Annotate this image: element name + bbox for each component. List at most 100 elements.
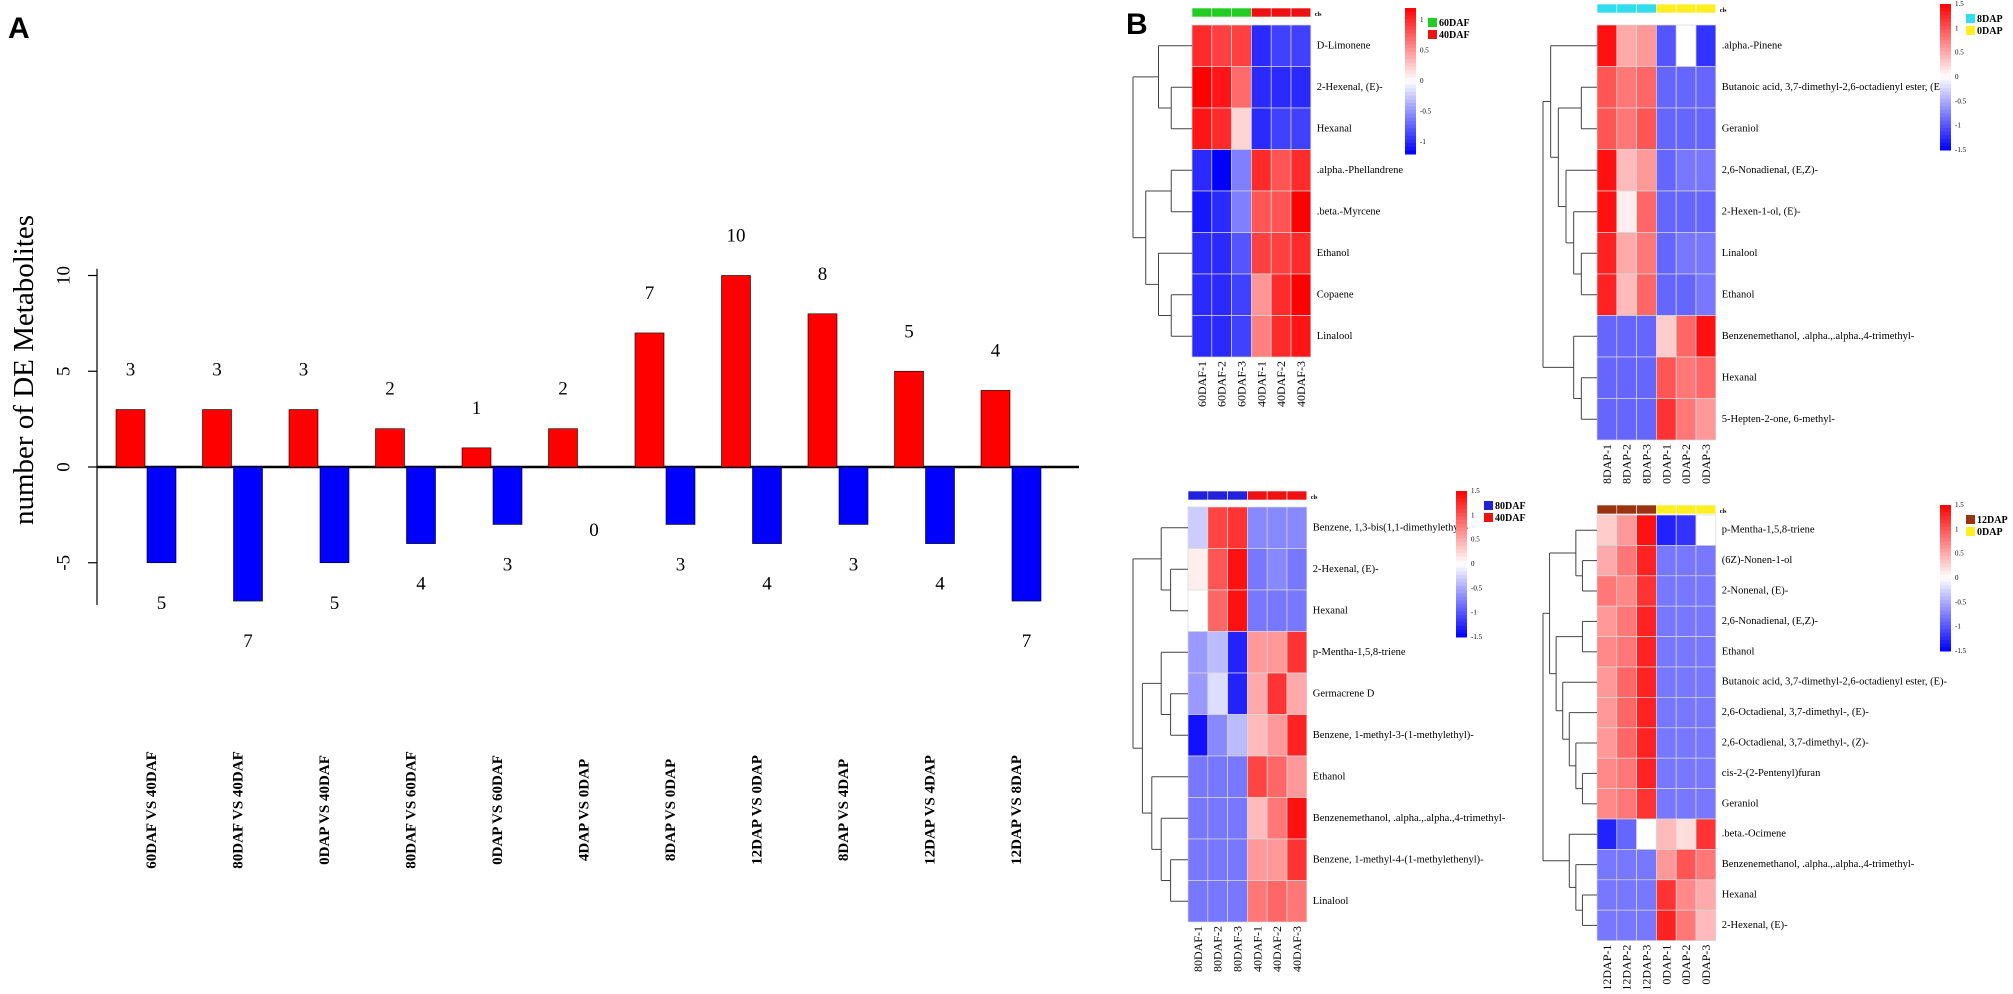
- heatmap-cell-hexanal-40daf-3: [1286, 589, 1308, 632]
- heatmap-cell-geraniol-8dap-2: [1616, 107, 1637, 150]
- heatmap-cell-2-hexen-1-ol-e-8dap-3: [1636, 190, 1657, 233]
- legend-label: 80DAF: [1495, 501, 1526, 512]
- heatmap-cell-butanoic-acid-3-7-dimethyl-2-6-octadienyl-ester-e-0dap-3: [1695, 666, 1717, 698]
- heatmap-cell-benzene-1-methyl-4-1-methylethenyl-80daf-3: [1227, 838, 1248, 881]
- heatmap-cell-butanoic-acid-3-7-dimethyl-2-6-octadienyl-ester-e-0dap-1: [1656, 66, 1677, 109]
- y-tick-label: 5: [54, 367, 75, 377]
- color-scale-step: [1940, 98, 1951, 104]
- heatmap-cell-geraniol-0dap-1: [1656, 107, 1677, 150]
- color-scale-step: [1456, 593, 1467, 598]
- heatmap-cell-2-6-nonadienal-e-z-8dap-3: [1636, 149, 1657, 192]
- color-scale-step: [1940, 596, 1951, 601]
- heatmap-cell-geraniol-12dap-2: [1616, 788, 1637, 820]
- column-label: 0DAP-1: [1659, 945, 1673, 985]
- heatmap-cell-p-mentha-1-5-8-triene-12dap-2: [1616, 514, 1637, 546]
- bar-down-label: 3: [503, 554, 513, 575]
- heatmap-cell-geraniol-8dap-3: [1636, 107, 1657, 150]
- heatmap-cell-benzenemethanol-alpha-alpha-4-trimethyl-0dap-3: [1695, 315, 1717, 358]
- heatmap-cell-hexanal-8dap-2: [1616, 356, 1637, 399]
- legend-swatch-0dap: [1966, 26, 1975, 35]
- color-scale-step: [1405, 95, 1416, 100]
- bar-up-0dap-vs-60daf: [461, 447, 492, 468]
- heatmap-cell-ethanol-60daf-1: [1191, 232, 1213, 275]
- heatmap-cell-benzenemethanol-alpha-alpha-4-trimethyl-12dap-3: [1636, 849, 1657, 881]
- legend-label: 40DAF: [1439, 30, 1470, 41]
- heatmap-cell-2-hexenal-e-40daf-2: [1266, 548, 1288, 591]
- color-scale-step: [1940, 124, 1951, 129]
- heatmap-1: cls D-Limonene 2-Hexenal, (E)- Hexanal .alph…: [1132, 7, 1470, 407]
- color-scale-step: [1940, 14, 1951, 20]
- bar-up-12dap-vs-0dap: [721, 275, 751, 468]
- color-scale-step: [1940, 523, 1951, 528]
- heatmap-cell-beta-myrcene-60daf-2: [1211, 190, 1232, 233]
- color-scale-step: [1940, 113, 1951, 118]
- color-scale-step: [1456, 520, 1467, 525]
- heatmap-cell-geraniol-0dap-3: [1695, 107, 1717, 150]
- color-scale-step: [1940, 25, 1951, 31]
- heatmap-cell-linalool-80daf-1: [1187, 880, 1209, 923]
- heatmap-cell-linalool-8dap-2: [1616, 232, 1637, 275]
- column-label: 80DAF-2: [1211, 926, 1225, 972]
- heatmap-cell-2-hexenal-e-60daf-3: [1231, 66, 1252, 109]
- color-scale-step: [1940, 33, 1951, 38]
- heatmap-cell-hexanal-0dap-1: [1656, 356, 1677, 399]
- heatmap-cell-butanoic-acid-3-7-dimethyl-2-6-octadienyl-ester-e-8dap-2: [1616, 66, 1637, 109]
- heatmap-cell-alpha-pinene-8dap-1: [1596, 24, 1618, 67]
- color-scale-tick: -1: [1955, 122, 1961, 130]
- color-scale-step: [1456, 589, 1467, 594]
- color-scale-step: [1405, 44, 1416, 49]
- color-scale-step: [1405, 77, 1416, 82]
- color-scale-step: [1456, 538, 1467, 543]
- color-scale-step: [1405, 110, 1416, 115]
- legend-title: cls: [1720, 509, 1727, 515]
- column-label: 8DAP-3: [1640, 444, 1654, 484]
- heatmap-4: cls p-Mentha-1,5,8-triene (6Z)-Nonen-1-ol 2…: [1542, 501, 2008, 991]
- color-scale-step: [1940, 545, 1951, 550]
- x-category-label: 80DAF VS 40DAF: [231, 751, 247, 869]
- group-bar-cell: [1636, 504, 1657, 515]
- color-scale-step: [1456, 582, 1467, 587]
- color-scale-step: [1405, 88, 1416, 93]
- heatmap-cell-2-6-octadienal-3-7-dimethyl-z-12dap-3: [1636, 727, 1657, 759]
- color-scale-step: [1940, 77, 1951, 82]
- color-scale-step: [1456, 633, 1467, 638]
- color-scale-step: [1940, 508, 1951, 513]
- heatmap-cell-copaene-60daf-2: [1211, 273, 1232, 316]
- heatmap-cell-ethanol-60daf-2: [1211, 232, 1232, 275]
- heatmap-cell-benzenemethanol-alpha-alpha-4-trimethyl-12dap-2: [1616, 849, 1637, 881]
- column-label: 8DAP-1: [1600, 444, 1614, 484]
- color-scale-step: [1405, 150, 1416, 155]
- column-label: 80DAF-1: [1191, 926, 1205, 972]
- heatmap-cell-linalool-60daf-2: [1211, 315, 1232, 358]
- heatmap-cell-germacrene-d-80daf-3: [1227, 672, 1248, 715]
- heatmap-cell-butanoic-acid-3-7-dimethyl-2-6-octadienyl-ester-e-8dap-1: [1596, 66, 1618, 109]
- color-scale-step: [1940, 135, 1951, 140]
- color-scale-step: [1456, 494, 1467, 499]
- heatmap-cell-hexanal-12dap-3: [1636, 879, 1657, 911]
- color-scale-tick: 0.5: [1420, 47, 1429, 55]
- column-label: 40DAF-1: [1254, 361, 1268, 407]
- bar-down-0dap-vs-60daf: [492, 466, 523, 525]
- color-scale-step: [1405, 66, 1416, 71]
- x-category-label: 8DAP VS 4DAP: [836, 759, 852, 861]
- row-label: Benzene, 1,3-bis(1,1-dimethylethyl)-: [1313, 522, 1469, 533]
- bar-up-label: 2: [385, 379, 395, 400]
- color-scale-step: [1405, 48, 1416, 53]
- row-label: Butanoic acid, 3,7-dimethyl-2,6-octadien…: [1722, 677, 1948, 688]
- color-scale-step: [1456, 604, 1467, 609]
- bar-down-8dap-vs-4dap: [838, 466, 869, 525]
- heatmap-cell-d-limonene-40daf-1: [1251, 24, 1272, 67]
- heatmap-cell-ethanol-0dap-3: [1695, 273, 1717, 316]
- color-scale-step: [1940, 146, 1951, 151]
- heatmap-cell-ethanol-12dap-2: [1616, 636, 1637, 668]
- group-bar-cell: [1207, 490, 1228, 501]
- heatmap-cell-linalool-0dap-2: [1675, 232, 1697, 275]
- heatmap-cell-2-6-octadienal-3-7-dimethyl-z-12dap-2: [1616, 727, 1637, 759]
- x-category-label: 4DAP VS 0DAP: [577, 759, 593, 861]
- color-scale-step: [1405, 117, 1416, 122]
- heatmap-cell-germacrene-d-40daf-3: [1286, 672, 1308, 715]
- heatmap-cell-beta-myrcene-60daf-3: [1231, 190, 1252, 233]
- color-scale-step: [1940, 537, 1951, 542]
- color-scale-step: [1940, 109, 1951, 114]
